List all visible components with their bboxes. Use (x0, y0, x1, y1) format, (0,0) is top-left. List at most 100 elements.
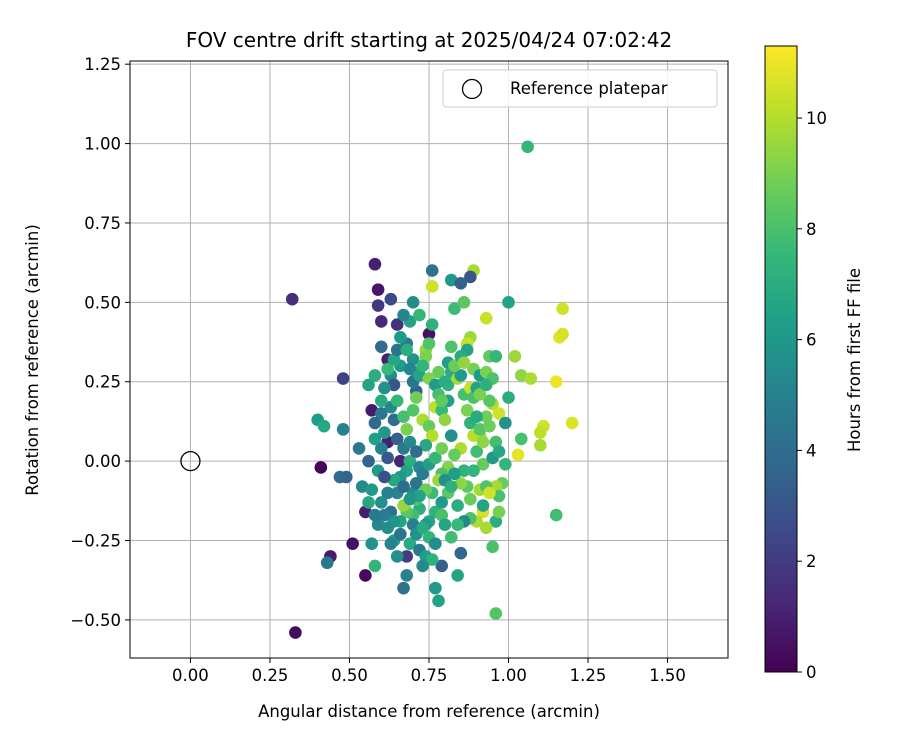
data-point (444, 340, 458, 354)
data-point (429, 451, 442, 465)
data-point (289, 626, 302, 639)
data-point (378, 470, 391, 484)
data-point (285, 292, 299, 306)
data-point (492, 445, 506, 458)
data-point (479, 378, 493, 392)
legend-label: Reference platepar (510, 79, 668, 98)
data-point (448, 467, 461, 481)
data-point (473, 388, 487, 401)
y-axis-label: Rotation from reference (arcmin) (23, 224, 42, 496)
data-point (403, 362, 417, 376)
y-tick-label: 0.25 (84, 373, 121, 392)
data-point (378, 381, 391, 395)
data-point (438, 518, 452, 531)
colorbar-tick-label: 2 (806, 552, 817, 571)
data-point (489, 515, 503, 528)
data-point (454, 477, 468, 490)
data-point (387, 473, 401, 487)
data-point (416, 467, 429, 481)
x-tick-label: 1.25 (570, 666, 607, 685)
data-point (371, 518, 385, 531)
data-point (381, 521, 394, 535)
data-point (406, 353, 420, 366)
data-point (556, 302, 569, 315)
y-tick-label: 0.75 (84, 214, 121, 233)
data-point (403, 435, 417, 449)
data-point (435, 496, 449, 509)
y-tick-label: 0.00 (84, 452, 121, 471)
data-point (464, 492, 477, 506)
y-tick-label: −0.50 (70, 611, 121, 630)
data-point (381, 486, 394, 500)
data-point (368, 416, 382, 430)
data-point (422, 419, 436, 433)
data-point (489, 607, 503, 620)
data-point (492, 505, 506, 519)
data-point (467, 464, 480, 477)
data-point (314, 461, 328, 474)
data-point (457, 464, 471, 477)
x-tick-label: 1.50 (649, 666, 686, 685)
data-point (320, 556, 334, 570)
data-point (406, 296, 420, 309)
data-point (429, 537, 442, 550)
data-point (390, 394, 404, 408)
data-point (476, 435, 490, 449)
chart-title: FOV centre drift starting at 2025/04/24 … (186, 28, 672, 52)
colorbar-label: Hours from first FF file (845, 268, 864, 452)
colorbar-gradient (764, 45, 798, 673)
data-point (397, 410, 410, 423)
data-point (476, 457, 490, 471)
data-point (454, 276, 468, 290)
data-points (285, 140, 579, 639)
data-point (556, 327, 569, 341)
data-point (406, 404, 420, 417)
data-point (403, 537, 417, 550)
data-point (390, 343, 404, 357)
data-point (565, 416, 579, 430)
data-point (390, 432, 404, 446)
data-point (368, 257, 382, 271)
data-point (448, 448, 461, 462)
data-point (387, 378, 401, 392)
data-point (394, 454, 407, 468)
legend-box (442, 69, 718, 108)
x-tick-label: 0.00 (172, 666, 209, 685)
data-point (374, 315, 388, 328)
data-point (502, 296, 515, 309)
y-tick-label: 0.50 (84, 293, 121, 312)
data-point (444, 273, 458, 287)
x-tick-label: 1.00 (490, 666, 527, 685)
data-point (339, 470, 353, 484)
data-point (413, 308, 426, 322)
data-point (384, 537, 398, 550)
data-point (374, 340, 388, 354)
y-tick-label: 1.00 (84, 135, 121, 154)
data-point (435, 508, 449, 522)
data-point (425, 429, 439, 443)
data-point (514, 432, 528, 446)
data-point (438, 375, 452, 389)
data-point (429, 581, 442, 595)
data-point (371, 283, 385, 296)
data-point (371, 299, 385, 312)
data-point (429, 378, 442, 392)
data-point (387, 353, 401, 366)
data-point (336, 372, 350, 385)
data-point (419, 438, 433, 452)
data-point (406, 518, 420, 531)
data-point (374, 407, 388, 420)
reference-marker (180, 450, 201, 472)
data-point (534, 426, 547, 439)
data-point (378, 508, 391, 522)
data-point (479, 521, 493, 535)
x-tick-label: 0.75 (411, 666, 448, 685)
data-point (489, 350, 503, 363)
data-point (470, 445, 484, 458)
y-tick-label: 1.25 (84, 55, 121, 74)
data-point (368, 432, 382, 446)
data-point (374, 394, 388, 408)
legend-marker-icon (461, 78, 483, 100)
data-point (359, 505, 372, 519)
